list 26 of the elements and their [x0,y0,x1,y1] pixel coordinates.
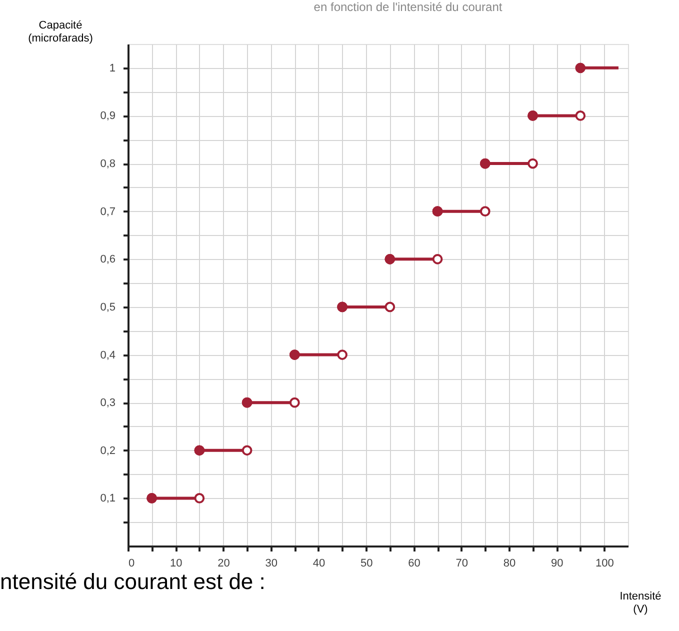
y-axis-title: Capacité (microfarads) [28,20,93,44]
x-tick-label: 10 [170,558,182,570]
y-tick-label: 0,4 [100,349,116,362]
x-tick-label: 40 [312,558,326,570]
x-axis-title: Intensité (V) [620,590,662,616]
y-tick-label: 0,3 [100,397,116,410]
x-tick-label: 50 [360,558,373,570]
x-tick-label: 30 [265,558,278,570]
text: ntensité du courant est de : [0,569,266,594]
y-tick-label: 0,8 [100,158,116,170]
y-tick-label: 0,7 [100,206,116,218]
y-tick-label: 0,2 [100,444,116,457]
y-tick-label: 1 [109,62,116,74]
y-tick-label: 0,1 [100,492,116,505]
x-tick-label: 90 [550,558,564,570]
x-tick-label: 70 [456,558,468,570]
x-tick-label: 100 [596,558,614,570]
x-tick-label: 0 [128,558,135,570]
chart-title: en fonction de l'intensité du courant [314,0,503,14]
x-tick-label: 20 [218,558,230,570]
y-tick-label: 0,6 [100,254,116,266]
point [575,62,586,74]
x-tick-label: 60 [408,558,420,570]
x-tick-label: 80 [503,558,516,570]
y-tick-label: 0,9 [100,110,116,122]
y-tick-label: 0,5 [100,301,116,314]
